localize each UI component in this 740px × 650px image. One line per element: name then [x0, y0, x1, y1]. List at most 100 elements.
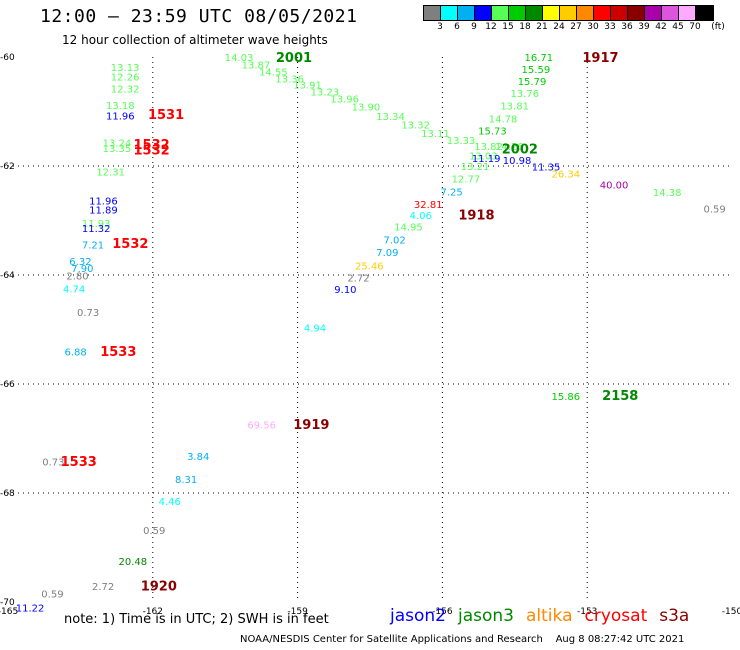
color-scale-tick-label: 9 [471, 22, 477, 32]
wave-height-value: 13.90 [352, 103, 381, 114]
credit-line: NOAA/NESDIS Center for Satellite Applica… [240, 634, 684, 645]
wave-height-value: 7.25 [440, 188, 462, 199]
wave-height-value: 14.38 [653, 188, 682, 199]
x-tick-label: -156 [432, 607, 453, 617]
pass-time-label: 1919 [293, 418, 329, 433]
wave-height-value: 11.19 [472, 154, 501, 165]
x-tick-label: -165 [0, 607, 18, 617]
wave-height-value: 0.73 [42, 457, 64, 468]
wave-height-value: 4.06 [410, 211, 432, 222]
color-swatch [679, 6, 696, 20]
color-scale-tick-label: 30 [587, 22, 599, 32]
y-tick-label: -70 [0, 598, 15, 608]
y-tick-label: -60 [0, 53, 15, 63]
wave-height-value: 10.98 [503, 156, 532, 167]
legend-entry: jason2 [390, 606, 446, 626]
wave-height-value: 2.80 [66, 272, 88, 283]
wave-height-value: 4.74 [63, 285, 85, 296]
wave-height-value: 4.46 [159, 497, 181, 508]
wave-height-value: 7.21 [82, 240, 104, 251]
wave-height-value: 13.13 [111, 63, 140, 74]
wave-height-value: 13.18 [106, 101, 135, 112]
wave-height-value: 13.96 [330, 94, 359, 105]
color-scale-tick-label: 24 [553, 22, 565, 32]
color-swatch [441, 6, 458, 20]
y-tick-label: -62 [0, 162, 15, 172]
generated-timestamp: Aug 8 08:27:42 UTC 2021 [555, 634, 685, 645]
wave-height-value: 11.22 [16, 603, 45, 614]
color-scale-tick-label: 33 [604, 22, 616, 32]
color-scale-bar [423, 5, 714, 21]
satellite-legend: jason2 jason3 altika cryosat s3a [390, 606, 701, 626]
wave-height-value: 13.35 [103, 144, 132, 155]
units-note: note: 1) Time is in UTC; 2) SWH is in fe… [64, 612, 329, 627]
color-swatch [696, 6, 713, 20]
color-swatch [594, 6, 611, 20]
wave-height-value: 2.72 [347, 274, 369, 285]
color-swatch [475, 6, 492, 20]
legend-entry: altika [526, 606, 573, 626]
pass-time-label: 1917 [582, 51, 618, 66]
wave-height-value: 13.34 [376, 112, 405, 123]
wave-height-value: 14.95 [394, 222, 423, 233]
wave-height-value: 7.90 [71, 264, 93, 275]
wave-height-value: 14.26 [495, 142, 524, 153]
wave-height-value: 14.03 [225, 53, 254, 64]
color-swatch [662, 6, 679, 20]
wave-height-value: 13.24 [103, 139, 132, 150]
wave-height-value: 8.31 [175, 475, 197, 486]
pass-time-label: 1532 [133, 138, 169, 153]
wave-height-value: 7.09 [376, 248, 398, 259]
chart-title: 12:00 – 23:59 UTC 08/05/2021 [40, 6, 358, 27]
wave-height-value: 12.77 [452, 175, 481, 186]
color-scale-tick-label: 36 [621, 22, 633, 32]
wave-height-value: 13.91 [293, 80, 322, 91]
y-tick-label: -64 [0, 271, 15, 281]
pass-time-label: 2158 [602, 389, 638, 404]
color-scale-labels: 3 6 9 12 15 18 21 24 27 30 33 36 39 42 45 70 (ft) [423, 22, 740, 34]
color-scale-tick-label: 12 [485, 22, 497, 32]
pass-time-label: 1920 [141, 580, 177, 595]
pass-time-label: 2002 [502, 143, 538, 158]
wave-height-value: 9.10 [334, 285, 356, 296]
wave-height-value: 7.02 [384, 236, 406, 247]
wave-height-value: 12.26 [111, 73, 140, 84]
wave-height-value: 0.59 [143, 526, 165, 537]
color-swatch [543, 6, 560, 20]
wave-height-value: 20.48 [119, 557, 148, 568]
pass-time-label: 2001 [276, 51, 312, 66]
wave-height-value: 14.55 [259, 68, 288, 79]
wave-height-value: 15.59 [522, 65, 551, 76]
wave-height-value: 11.35 [532, 163, 561, 174]
wave-height-value: 11.32 [82, 224, 111, 235]
wave-height-value: 13.87 [242, 61, 271, 72]
wave-height-value: 2.72 [92, 582, 114, 593]
x-tick-label: -162 [143, 607, 163, 617]
color-swatch [645, 6, 662, 20]
wave-height-value: 15.79 [518, 77, 547, 88]
color-scale-unit: (ft) [711, 22, 725, 32]
color-scale-tick-label: 27 [570, 22, 582, 32]
color-swatch [526, 6, 543, 20]
wave-height-value: 0.73 [77, 308, 99, 319]
x-tick-label: -153 [577, 607, 597, 617]
color-scale-tick-label: 42 [655, 22, 667, 32]
wave-height-value: 11.89 [89, 206, 118, 217]
wave-height-value: 13.11 [421, 129, 450, 140]
color-scale-tick-label: 45 [672, 22, 684, 32]
wave-height-value: 0.59 [704, 205, 726, 216]
wave-height-value: 13.33 [447, 136, 476, 147]
y-tick-label: -68 [0, 489, 15, 499]
color-swatch [611, 6, 628, 20]
color-scale-tick-label: 39 [638, 22, 650, 32]
wave-height-value: 13.82 [474, 142, 503, 153]
wave-height-value: 15.73 [478, 127, 507, 138]
wave-height-value: 12.32 [111, 85, 140, 96]
x-tick-label: -150 [722, 607, 740, 617]
pass-time-label: 1531 [148, 108, 184, 123]
color-swatch [458, 6, 475, 20]
y-tick-label: -66 [0, 380, 15, 390]
wave-height-value: 26.34 [551, 170, 580, 181]
wave-height-value: 13.81 [500, 102, 529, 113]
wave-height-value: 32.81 [414, 200, 443, 211]
